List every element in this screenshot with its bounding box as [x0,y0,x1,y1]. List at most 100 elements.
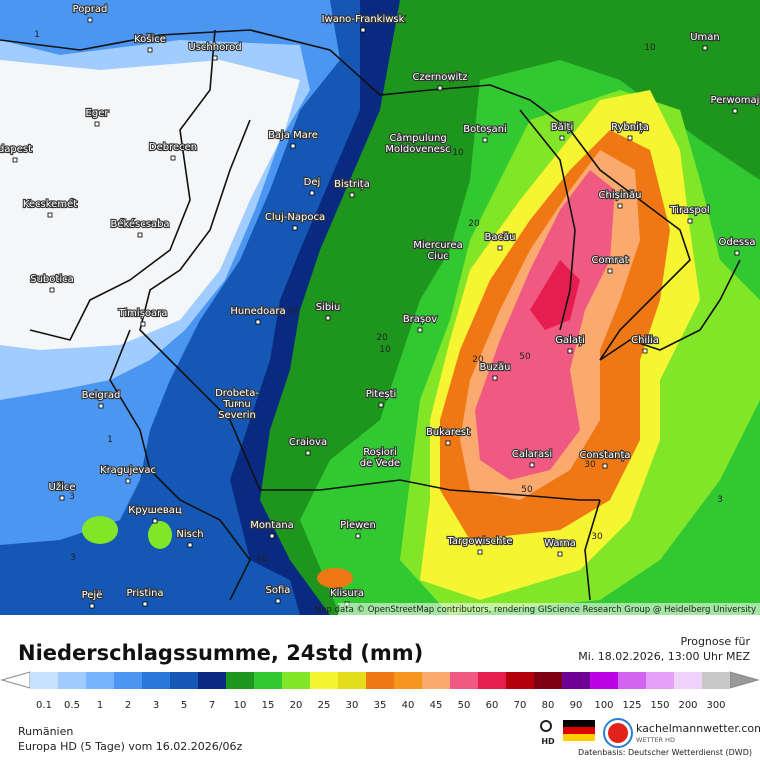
brand: kachelmannwetter.com [636,722,760,735]
city-label: de Vede [360,458,400,469]
city-dot [687,218,693,224]
legend-swatch [226,672,254,689]
legend-label: 80 [542,700,555,711]
city-dot [234,401,240,407]
region: Rumänien [18,725,73,738]
city-dot [437,85,443,91]
legend-swatch [506,672,534,689]
legend-label: 30 [346,700,359,711]
city-dot [255,319,261,325]
contour-label: 20 [376,333,388,343]
city-label: Tiraspol [669,205,709,216]
legend-label: 2 [125,700,131,711]
legend-label: 125 [622,700,641,711]
legend-swatch [58,672,86,689]
city-dot [627,135,633,141]
contour-label: 3 [717,495,723,505]
city-label: Крушевац [128,505,182,516]
city-label: Nisch [176,529,203,540]
legend-label: 20 [290,700,303,711]
city-dot [445,440,451,446]
city-label: Košice [134,33,166,45]
legend-label: 7 [209,700,215,711]
flag [563,727,595,734]
rain-area [530,260,580,330]
flag [563,720,595,727]
city-label: Ciuc [427,251,449,262]
legend-label: 0.5 [64,700,80,711]
city-label: Bukarest [426,427,470,438]
city-label: Severin [218,410,256,421]
city-label: Belgrad [82,390,121,401]
border [139,119,600,501]
legend-swatch [702,672,730,689]
city-dot [170,155,176,161]
legend-swatch [478,672,506,689]
city-dot [417,327,423,333]
legend-swatch [422,672,450,689]
dry-area [0,60,300,350]
attribution: Map data © OpenStreetMap contributors, r… [314,605,756,615]
city-label: Debrecen [149,142,197,153]
rain-area [317,568,353,588]
legend-swatch [254,672,282,689]
city-dot [49,287,55,293]
city-dot [602,463,608,469]
legend-label: 35 [374,700,387,711]
city-label: Békéscsaba [110,218,169,230]
legend-label: 45 [430,700,443,711]
city-label: Iwano-Frankiwsk [322,14,405,25]
city-dot [378,402,384,408]
city-label: Craiova [289,437,327,448]
legend-swatch [30,672,58,689]
city-label: Kecskemét [23,198,77,210]
brand-sub: WETTER HD [636,736,675,744]
city-label: Câmpulung [389,132,446,144]
city-dot [617,203,623,209]
city-dot [557,551,563,557]
city-label: Eger [86,108,110,119]
legend-label: 25 [318,700,331,711]
city-dot [734,250,740,256]
legend-label: 10 [234,700,247,711]
legend-swatch [282,672,310,689]
legend-swatch [86,672,114,689]
city-dot [89,603,95,609]
city-dot [477,549,483,555]
city-label: Calarasi [512,449,552,460]
model: Europa HD (5 Tage) vom 16.02.2026/06z [18,740,242,753]
hd-icon [540,720,552,732]
city-label: Bistrița [334,179,370,190]
footer: Niederschlagssumme, 24std (mm) Prognose … [0,635,760,757]
contour-label: 10 [287,307,299,317]
city-label: Subotica [30,274,73,285]
city-label: Moldovenesc [385,144,450,155]
legend: 0.1 0.5 1 2 3 5 7 10 15 20 25 30 35 40 45 50 60 70 80 90 100… [30,672,730,711]
city-dot [59,495,65,501]
city-dot [529,462,535,468]
city-dot [147,47,153,53]
legend-label: 1 [97,700,103,711]
city-dot [702,45,708,51]
legend-label: 150 [650,700,669,711]
city-dot [309,190,315,196]
city-label: dapest [0,144,32,155]
city-dot [290,143,296,149]
contour-label: 50 [519,352,531,362]
city-label: Miercurea [413,240,462,251]
borders [0,29,741,601]
city-dot [137,232,143,238]
city-dot [269,533,275,539]
contour-label: 50 [521,485,533,495]
city-label: Targowischte [446,536,512,547]
city-label: Sofia [266,585,291,596]
city-dot [292,225,298,231]
city-dot [435,253,441,259]
border [584,499,601,601]
city-dot [492,375,498,381]
border [109,329,251,601]
city-dot [87,17,93,23]
city-label: Dej [304,177,321,188]
city-label: Užice [49,481,76,493]
